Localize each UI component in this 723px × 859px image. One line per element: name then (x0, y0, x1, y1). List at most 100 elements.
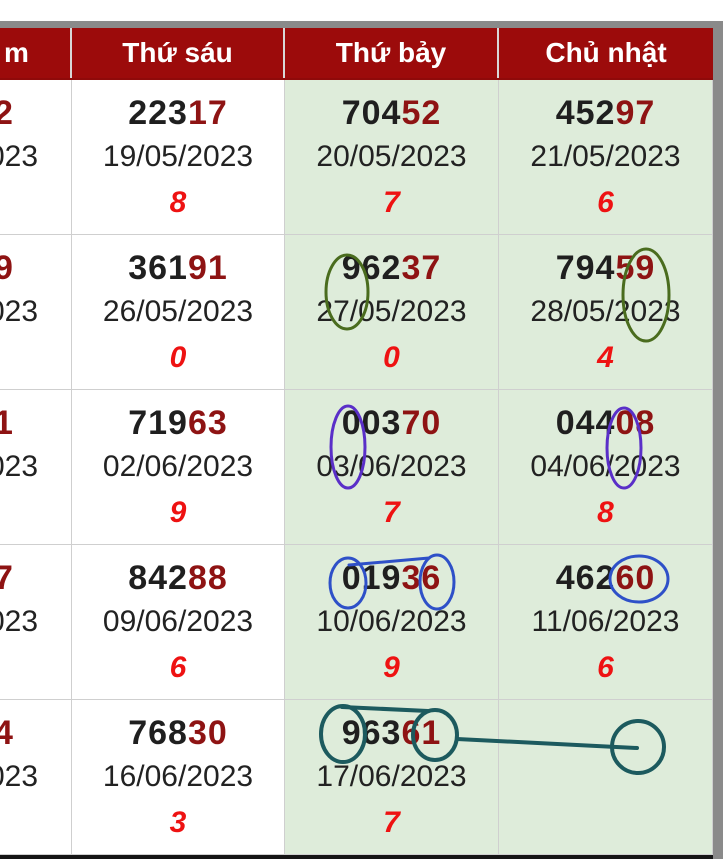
result-number-main: 044 (555, 404, 616, 442)
table-cell: 45297 21/05/2023 6 (499, 80, 713, 235)
result-date: 17/06/2023 (316, 760, 467, 793)
result-number: 71963 (128, 405, 228, 441)
result-number-tail: 37 (401, 249, 442, 287)
result-number-main: 962 (341, 249, 402, 287)
table-header-row: m Thứ sáu Thứ bảy Chủ nhật (0, 28, 713, 80)
result-number: 04408 (556, 405, 656, 441)
results-table: m Thứ sáu Thứ bảy Chủ nhật 2 023 22317 1… (0, 28, 713, 855)
sum-digit: 0 (169, 341, 187, 374)
sum-digit: 7 (383, 186, 400, 219)
result-date-clipped: 023 (0, 450, 39, 483)
result-number-tail: 52 (401, 94, 442, 132)
result-date: 20/05/2023 (316, 140, 467, 173)
table-row: 9 023 36191 26/05/2023 0 96237 27/05/202… (0, 235, 713, 390)
sum-digit: 8 (169, 186, 187, 219)
sum-digit: 7 (383, 806, 400, 839)
result-number-tail: 91 (187, 249, 228, 287)
sum-digit: 8 (597, 496, 614, 529)
header-cell-saturday: Thứ bảy (285, 28, 499, 78)
table-body: 2 023 22317 19/05/2023 8 70452 20/05/202… (0, 80, 713, 855)
result-number-tail: 59 (615, 249, 656, 287)
result-number-tail-clipped: 4 (0, 715, 14, 751)
sum-digit: 7 (383, 496, 400, 529)
result-date: 26/05/2023 (102, 295, 254, 328)
table-row: 2 023 22317 19/05/2023 8 70452 20/05/202… (0, 80, 713, 235)
result-date: 28/05/2023 (530, 295, 681, 328)
result-date-clipped: 023 (0, 295, 39, 328)
sum-digit: 0 (383, 341, 400, 374)
result-number-tail: 60 (615, 559, 656, 597)
result-number-main: 794 (555, 249, 616, 287)
result-number: 96237 (342, 250, 442, 286)
result-number: 45297 (556, 95, 656, 131)
result-number: 00370 (342, 405, 442, 441)
result-number-tail: 08 (615, 404, 656, 442)
result-date-clipped: 023 (0, 140, 39, 173)
result-number-tail: 61 (401, 714, 442, 752)
table-cell: 01936 10/06/2023 9 (285, 545, 499, 700)
table-cell: 36191 26/05/2023 0 (72, 235, 285, 390)
result-number: 36191 (128, 250, 228, 286)
table-cell: 79459 28/05/2023 4 (499, 235, 713, 390)
top-frame-bar (0, 21, 723, 28)
result-date: 04/06/2023 (530, 450, 681, 483)
result-number-tail-clipped: 7 (0, 560, 14, 596)
result-number-tail: 17 (187, 94, 228, 132)
sum-digit: 6 (169, 651, 187, 684)
table-cell: 46260 11/06/2023 6 (499, 545, 713, 700)
table-cell-clipped: 7 023 (0, 545, 72, 700)
table-cell (499, 700, 713, 855)
table-cell: 70452 20/05/2023 7 (285, 80, 499, 235)
table-cell: 04408 04/06/2023 8 (499, 390, 713, 545)
sum-digit: 9 (383, 651, 400, 684)
result-number-main: 223 (128, 94, 188, 132)
result-number: 84288 (128, 560, 228, 596)
sum-digit: 6 (597, 651, 614, 684)
result-date: 19/05/2023 (102, 140, 254, 173)
result-number-tail-clipped: 1 (0, 405, 14, 441)
table-cell: 22317 19/05/2023 8 (72, 80, 285, 235)
table-cell: 96237 27/05/2023 0 (285, 235, 499, 390)
table-cell-clipped: 9 023 (0, 235, 72, 390)
result-number-main: 462 (555, 559, 616, 597)
header-cell-thursday-clipped: m (0, 28, 72, 78)
result-date-clipped: 023 (0, 605, 39, 638)
table-cell: 76830 16/06/2023 3 (72, 700, 285, 855)
result-number-main: 704 (341, 94, 402, 132)
result-number-main: 019 (341, 559, 402, 597)
result-number-tail: 36 (401, 559, 442, 597)
table-cell-clipped: 4 023 (0, 700, 72, 855)
result-number-main: 842 (128, 559, 188, 597)
result-date: 09/06/2023 (102, 605, 254, 638)
result-number-tail-clipped: 2 (0, 95, 14, 131)
header-cell-sunday: Chủ nhật (545, 37, 667, 68)
result-date: 02/06/2023 (102, 450, 254, 483)
result-number-main: 719 (128, 404, 188, 442)
result-number-tail-clipped: 9 (0, 250, 14, 286)
result-number-main: 003 (341, 404, 402, 442)
bottom-bar (0, 855, 713, 859)
sum-digit: 9 (169, 496, 187, 529)
result-date: 10/06/2023 (316, 605, 467, 638)
result-number: 79459 (556, 250, 656, 286)
result-date: 03/06/2023 (316, 450, 467, 483)
result-number-main: 361 (128, 249, 188, 287)
result-number-main: 768 (128, 714, 188, 752)
sum-digit: 4 (597, 341, 614, 374)
table-cell: 84288 09/06/2023 6 (72, 545, 285, 700)
result-number: 01936 (342, 560, 442, 596)
table-row: 7 023 84288 09/06/2023 6 01936 10/06/202… (0, 545, 713, 700)
table-row: 1 023 71963 02/06/2023 9 00370 03/06/202… (0, 390, 713, 545)
result-number: 46260 (556, 560, 656, 596)
result-date: 27/05/2023 (316, 295, 467, 328)
result-number-tail: 30 (187, 714, 228, 752)
result-date: 16/06/2023 (102, 760, 254, 793)
table-cell-clipped: 2 023 (0, 80, 72, 235)
result-number-tail: 70 (401, 404, 442, 442)
result-number-main: 963 (341, 714, 402, 752)
table-cell: 96361 17/06/2023 7 (285, 700, 499, 855)
result-date-clipped: 023 (0, 760, 39, 793)
result-number: 70452 (342, 95, 442, 131)
table-cell-clipped: 1 023 (0, 390, 72, 545)
